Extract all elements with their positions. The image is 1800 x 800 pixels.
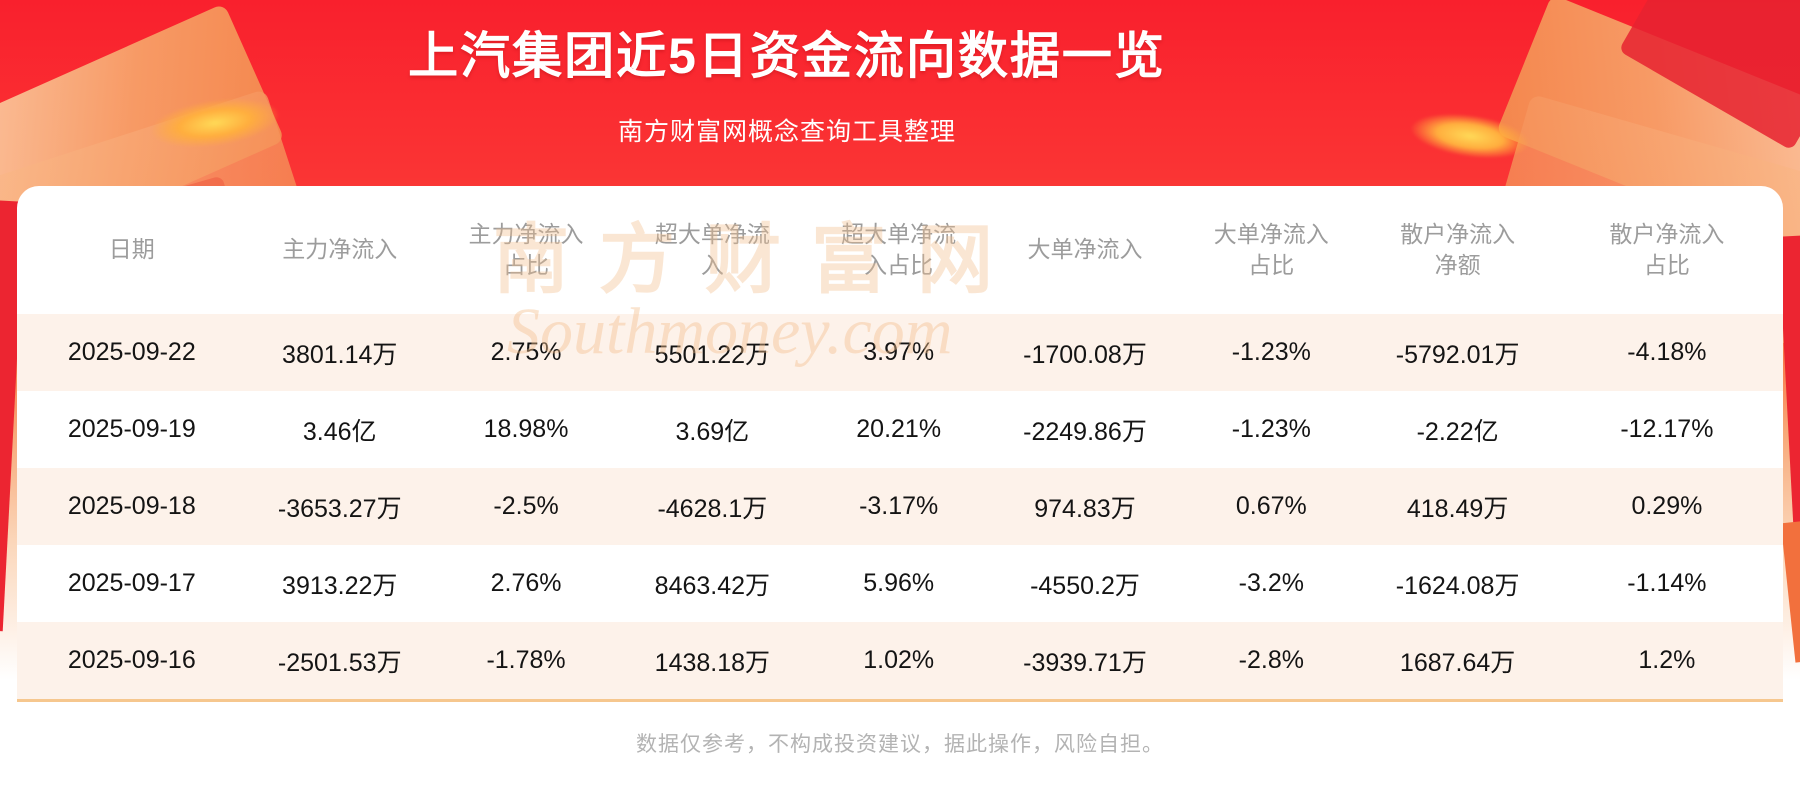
column-header: 大单净流入占比: [1178, 186, 1364, 314]
banner: 上汽集团近5日资金流向数据一览 南方财富网概念查询工具整理: [0, 0, 1574, 148]
value-cell: -3939.71万: [1023, 648, 1147, 677]
date-cell: 2025-09-16: [67, 646, 196, 674]
value-cell: -3.2%: [1238, 569, 1304, 597]
value-cell: 1.2%: [1638, 646, 1696, 674]
value-cell: 1438.18万: [654, 648, 771, 677]
column-header-label: 主力净流入: [282, 236, 398, 263]
page-title: 上汽集团近5日资金流向数据一览: [408, 28, 1166, 84]
table-row: 2025-09-22 3801.14万 2.75% 5501.22万 3.97% -170…: [17, 314, 1783, 391]
value-cell: -1.14%: [1627, 569, 1707, 597]
data-card: 日期 主力净流入 主力净流入占比 超大单净流入 超大单净流入占比 大单净流入 大单净流入占比…: [17, 186, 1783, 800]
value-cell: 0.29%: [1631, 492, 1703, 520]
column-header-label: 主力净流入占比: [468, 220, 584, 278]
column-header: 主力净流入占比: [433, 186, 619, 314]
value-cell: 2.75%: [490, 338, 562, 366]
value-cell: 1.02%: [863, 646, 935, 674]
value-cell: -3.17%: [859, 492, 939, 520]
column-header-label: 大单净流入: [1027, 236, 1143, 263]
value-cell: -3653.27万: [277, 494, 402, 523]
column-header-label: 超大单净流入: [654, 220, 770, 278]
value-cell: 3.46亿: [302, 417, 377, 446]
value-cell: -1.78%: [486, 646, 566, 674]
value-cell: 3801.14万: [282, 340, 398, 369]
value-cell: -4.18%: [1627, 338, 1707, 366]
value-cell: 3.97%: [863, 338, 935, 366]
value-cell: -2.5%: [493, 492, 559, 520]
value-cell: 3.69亿: [675, 417, 750, 446]
value-cell: -2249.86万: [1023, 417, 1147, 446]
column-header: 超大单净流入: [619, 186, 805, 314]
value-cell: 8463.42万: [654, 571, 771, 600]
value-cell: 20.21%: [856, 415, 942, 443]
date-cell: 2025-09-17: [67, 569, 196, 597]
column-header: 大单净流入: [992, 186, 1178, 314]
value-cell: -1.23%: [1231, 338, 1311, 366]
value-cell: -1700.08万: [1023, 340, 1147, 369]
table-row: 2025-09-19 3.46亿 18.98% 3.69亿 20.21% -2249.86…: [17, 391, 1783, 468]
table-row: 2025-09-17 3913.22万 2.76% 8463.42万 5.96% -455…: [17, 545, 1783, 622]
column-header-label: 散户净流入净额: [1400, 220, 1516, 278]
column-header-label: 超大单净流入占比: [841, 220, 957, 278]
column-header-label: 散户净流入占比: [1609, 220, 1725, 278]
value-cell: 0.67%: [1235, 492, 1307, 520]
column-header: 散户净流入净额: [1364, 186, 1550, 314]
value-cell: -2501.53万: [277, 648, 402, 677]
value-cell: -1.23%: [1231, 415, 1311, 443]
table-row: 2025-09-16 -2501.53万 -1.78% 1438.18万 1.02% -3…: [17, 622, 1783, 701]
fund-flow-table: 日期 主力净流入 主力净流入占比 超大单净流入 超大单净流入占比 大单净流入 大单净流入占比…: [17, 186, 1783, 702]
page-subtitle: 南方财富网概念查询工具整理: [617, 118, 956, 146]
value-cell: -5792.01万: [1395, 340, 1520, 369]
value-cell: -12.17%: [1620, 415, 1714, 443]
date-cell: 2025-09-22: [67, 338, 196, 366]
value-cell: 974.83万: [1034, 494, 1136, 523]
table-header-row: 日期 主力净流入 主力净流入占比 超大单净流入 超大单净流入占比 大单净流入 大单净流入占比…: [17, 186, 1783, 314]
column-header-label: 大单净流入占比: [1213, 220, 1329, 278]
date-cell: 2025-09-19: [67, 415, 196, 443]
value-cell: 1687.64万: [1399, 648, 1516, 677]
value-cell: 3913.22万: [282, 571, 398, 600]
value-cell: 5501.22万: [654, 340, 771, 369]
date-cell: 2025-09-18: [67, 492, 196, 520]
column-header: 超大单净流入占比: [806, 186, 992, 314]
value-cell: -2.8%: [1238, 646, 1304, 674]
column-header-label: 日期: [108, 236, 155, 263]
value-cell: 5.96%: [863, 569, 935, 597]
value-cell: -4550.2万: [1030, 571, 1140, 600]
value-cell: 2.76%: [490, 569, 562, 597]
column-header: 散户净流入占比: [1551, 186, 1783, 314]
table-row: 2025-09-18 -3653.27万 -2.5% -4628.1万 -3.17% 97…: [17, 468, 1783, 545]
disclaimer-text: 数据仅参考，不构成投资建议，据此操作，风险自担。: [636, 733, 1164, 756]
value-cell: 18.98%: [483, 415, 569, 443]
column-header: 日期: [17, 186, 247, 314]
column-header: 主力净流入: [247, 186, 433, 314]
value-cell: -2.22亿: [1416, 417, 1499, 446]
value-cell: 418.49万: [1406, 494, 1509, 523]
value-cell: -1624.08万: [1395, 571, 1520, 600]
value-cell: -4628.1万: [657, 494, 768, 523]
